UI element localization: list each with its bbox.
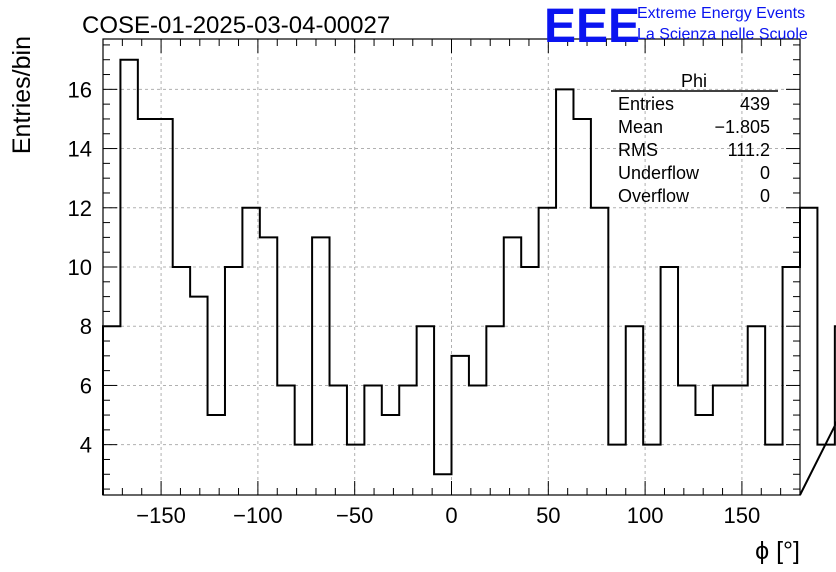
y-tick-label: 16 (68, 77, 92, 102)
y-tick-label: 10 (68, 255, 92, 280)
stats-box-title: Phi (681, 71, 707, 91)
stats-overflow-label: Overflow (618, 186, 690, 206)
eee-logo-mark: EEE (544, 0, 640, 53)
y-axis-label: Entries/bin (8, 36, 36, 154)
x-tick-label: 150 (724, 503, 761, 528)
stats-underflow-label: Underflow (618, 163, 700, 183)
x-tick-label: −50 (336, 503, 373, 528)
stats-entries-label: Entries (618, 94, 674, 114)
histogram-line (102, 58, 836, 496)
x-axis-label: ϕ [°] (755, 537, 800, 565)
x-tick-label: −150 (136, 503, 186, 528)
y-tick-label: 8 (80, 314, 92, 339)
chart-title: COSE-01-2025-03-04-00027 (82, 12, 390, 39)
y-tick-label: 6 (80, 373, 92, 398)
stats-rms-label: RMS (618, 140, 658, 160)
eee-logo: EEE Extreme Energy Events La Scienza nel… (544, 0, 808, 53)
x-tick-label: 100 (627, 503, 664, 528)
x-tick-label: −100 (233, 503, 283, 528)
eee-logo-line2: La Scienza nelle Scuole (637, 26, 808, 43)
axis-tick-labels: −150 −100 −50 0 50 100 150 4 6 8 10 12 14 16 (68, 77, 761, 528)
stats-mean-label: Mean (618, 117, 663, 137)
stats-overflow-value: 0 (760, 186, 770, 206)
y-tick-label: 14 (68, 137, 92, 162)
stats-entries-value: 439 (740, 94, 770, 114)
x-tick-label: 50 (536, 503, 560, 528)
y-tick-label: 12 (68, 196, 92, 221)
stats-rms-value: 111.2 (728, 140, 770, 160)
stats-underflow-value: 0 (760, 163, 770, 183)
stats-mean-value: −1.805 (714, 117, 770, 137)
eee-logo-line1: Extreme Energy Events (637, 5, 805, 22)
y-tick-label: 4 (80, 433, 92, 458)
x-tick-label: 0 (445, 503, 457, 528)
axis-ticks (102, 39, 801, 495)
stats-box: Phi Entries 439 Mean −1.805 RMS 111.2 Un… (611, 71, 778, 206)
